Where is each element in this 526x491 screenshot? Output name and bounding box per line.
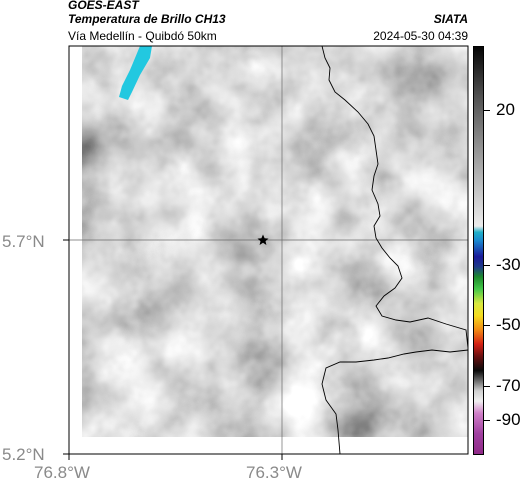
lat-tick-label: 5.2°N bbox=[2, 445, 45, 464]
colorbar-tick bbox=[484, 386, 490, 387]
colorbar-tick bbox=[484, 420, 490, 421]
lon-tick-label: 76.8°W bbox=[34, 463, 90, 482]
colorbar-label: -50 bbox=[496, 315, 521, 334]
product-title: Temperatura de Brillo CH13 bbox=[68, 12, 226, 26]
lon-tick-label: 76.3°W bbox=[246, 463, 302, 482]
timestamp-label: 2024-05-30 04:39 bbox=[373, 29, 468, 43]
star-icon bbox=[257, 234, 269, 245]
satellite-title: GOES-EAST bbox=[68, 0, 139, 12]
lat-tick-label: 5.7°N bbox=[2, 232, 45, 251]
department-border bbox=[321, 45, 469, 455]
cold-cloud-top bbox=[119, 46, 152, 100]
colorbar bbox=[473, 46, 484, 455]
colorbar-label: -90 bbox=[496, 410, 521, 429]
colorbar-tick bbox=[484, 325, 490, 326]
map-frame-border bbox=[68, 45, 469, 455]
colorbar-tick bbox=[484, 265, 490, 266]
colorbar-label: -70 bbox=[496, 376, 521, 395]
colorbar-tick bbox=[484, 110, 490, 111]
organization-label: SIATA bbox=[433, 12, 468, 26]
route-subtitle: Vía Medellín - Quibdó 50km bbox=[68, 29, 217, 43]
colorbar-label: -30 bbox=[496, 255, 521, 274]
colorbar-label: 20 bbox=[496, 100, 515, 119]
brightness-temperature-field bbox=[82, 46, 468, 437]
